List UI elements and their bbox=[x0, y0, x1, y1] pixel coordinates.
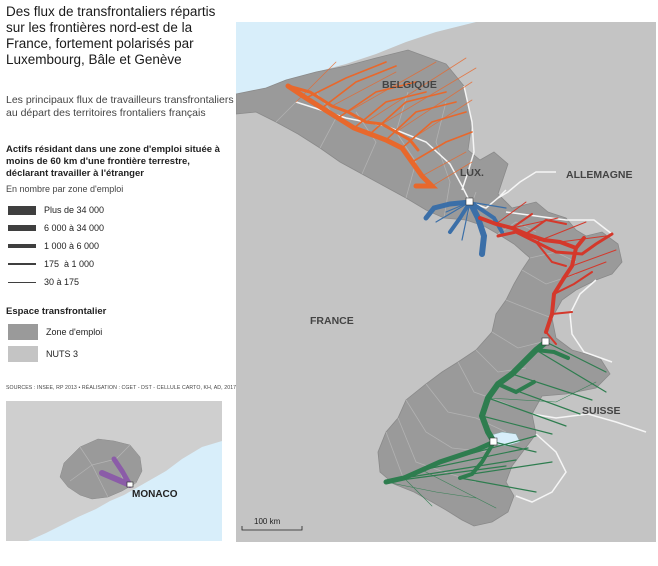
study-area bbox=[236, 49, 623, 527]
sources-credit: SOURCES : INSEE, RP 2013 • RÉALISATION :… bbox=[6, 385, 237, 391]
main-map-svg: BELGIQUE LUX. ALLEMAGNE FRANCE SUISSE 10… bbox=[236, 22, 656, 542]
flow-label-2: 6 000 à 34 000 bbox=[44, 223, 105, 233]
basel-marker bbox=[541, 337, 550, 346]
flow-swatch-3 bbox=[8, 244, 36, 248]
belgium-flows bbox=[285, 57, 477, 189]
map-subtitle: Les principaux flux de travailleurs tran… bbox=[6, 94, 234, 119]
flow-class-3: 1 000 à 6 000 bbox=[8, 237, 104, 255]
space-item-zone-emploi: Zone d'emploi bbox=[8, 321, 102, 343]
nuts3-swatch bbox=[8, 346, 38, 362]
flow-swatch-2 bbox=[8, 225, 36, 231]
geneva-marker bbox=[489, 437, 498, 446]
flow-class-4: 175 à 1 000 bbox=[8, 255, 104, 273]
inset-monaco-flow bbox=[99, 470, 133, 488]
scale-bar bbox=[241, 526, 303, 531]
space-legend: Zone d'emploi NUTS 3 bbox=[8, 321, 102, 365]
flow-swatch-4 bbox=[8, 263, 36, 265]
flow-class-1: Plus de 34 000 bbox=[8, 201, 104, 219]
flow-label-4: 175 à 1 000 bbox=[44, 259, 95, 269]
flow-label-5: 30 à 175 bbox=[44, 277, 80, 287]
flow-class-5: 30 à 175 bbox=[8, 273, 104, 291]
legend-unit: En nombre par zone d'emploi bbox=[6, 184, 124, 194]
space-legend-heading: Espace transfrontalier bbox=[6, 306, 107, 317]
luxembourg-marker bbox=[465, 197, 474, 206]
luxembourg-flows bbox=[423, 197, 507, 257]
national-borders bbox=[295, 85, 647, 503]
scale-label: 100 km bbox=[254, 517, 281, 526]
flow-class-2: 6 000 à 34 000 bbox=[8, 219, 104, 237]
switzerland-flows bbox=[383, 339, 607, 509]
label-france: FRANCE bbox=[310, 315, 354, 327]
label-belgique: BELGIQUE bbox=[382, 79, 437, 91]
label-suisse: SUISSE bbox=[582, 405, 621, 417]
map-title: Des flux de transfrontaliers répartis su… bbox=[6, 4, 216, 67]
label-allemagne: ALLEMAGNE bbox=[566, 169, 633, 181]
monaco-inset-map: MONACO bbox=[6, 401, 222, 541]
inset-svg: MONACO bbox=[6, 401, 222, 541]
zone-emploi-swatch bbox=[8, 324, 38, 340]
legend-heading: Actifs résidant dans une zone d'emploi s… bbox=[6, 144, 220, 179]
space-item-nuts3: NUTS 3 bbox=[8, 343, 102, 365]
main-map: BELGIQUE LUX. ALLEMAGNE FRANCE SUISSE 10… bbox=[236, 22, 656, 542]
monaco-marker bbox=[126, 481, 134, 488]
nuts3-label: NUTS 3 bbox=[46, 349, 79, 359]
label-lux: LUX. bbox=[460, 167, 484, 179]
flow-swatch-1 bbox=[8, 205, 36, 215]
flow-label-1: Plus de 34 000 bbox=[44, 205, 105, 215]
monaco-label: MONACO bbox=[132, 489, 178, 500]
germany-flows bbox=[478, 201, 617, 345]
flow-legend: Plus de 34 000 6 000 à 34 000 1 000 à 6 … bbox=[8, 201, 104, 291]
flow-label-3: 1 000 à 6 000 bbox=[44, 241, 100, 251]
flow-swatch-5 bbox=[8, 281, 36, 283]
inset-monaco-flow-2 bbox=[111, 456, 133, 488]
zone-emploi-label: Zone d'emploi bbox=[46, 327, 103, 337]
